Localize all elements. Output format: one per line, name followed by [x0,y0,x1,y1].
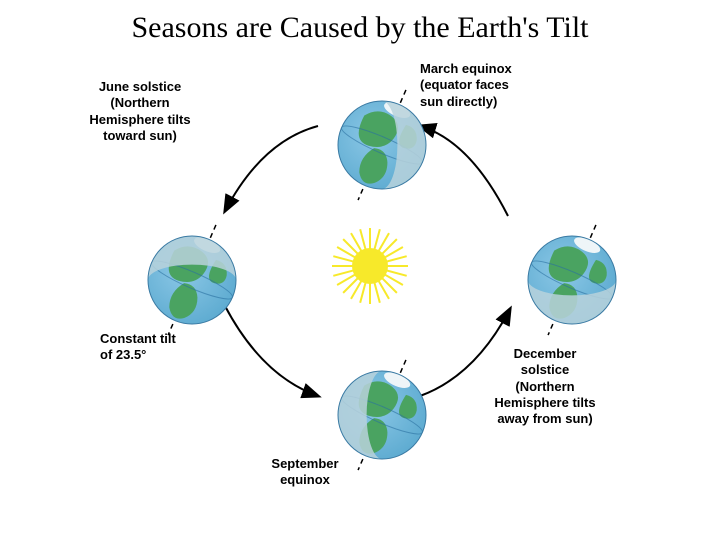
sun-icon [330,226,410,306]
label-march: March equinox (equator faces sun directl… [420,61,512,110]
seasons-diagram: March equinox (equator faces sun directl… [0,51,720,491]
earth-left [138,216,246,349]
label-june: June solstice (Northern Hemisphere tilts… [89,79,190,144]
earth-right [518,216,626,349]
label-december: December solstice (Northern Hemisphere t… [494,346,595,427]
page-title: Seasons are Caused by the Earth's Tilt [0,0,720,46]
label-september: September equinox [271,456,338,489]
label-constant-tilt: Constant tilt of 23.5° [100,331,176,364]
earth-bottom [328,351,436,484]
